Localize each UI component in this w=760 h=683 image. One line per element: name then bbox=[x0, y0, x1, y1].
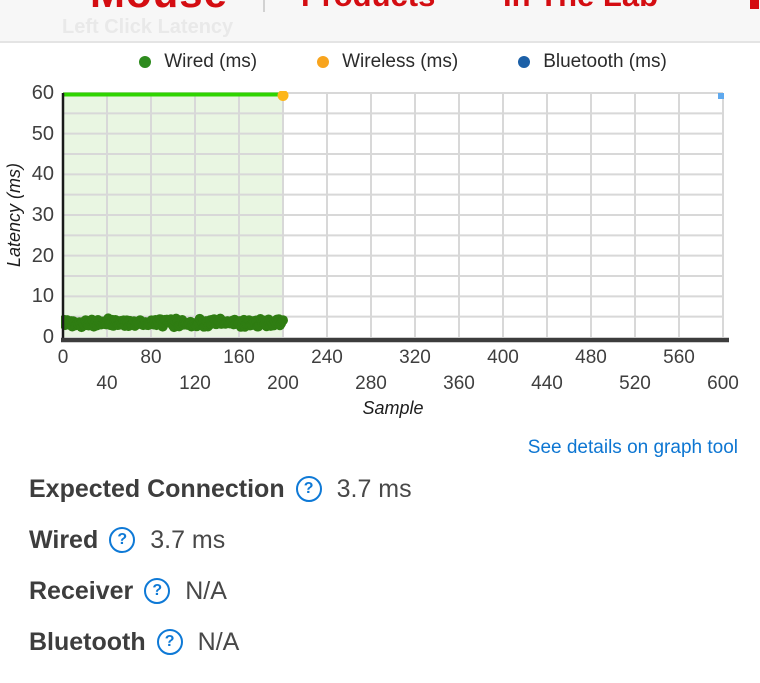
help-icon[interactable]: ? bbox=[109, 527, 136, 553]
y-tick-label: 20 bbox=[31, 244, 54, 267]
y-tick-label: 50 bbox=[31, 122, 54, 145]
y-tick-label: 10 bbox=[31, 285, 54, 308]
x-tick-label: 0 bbox=[57, 347, 69, 368]
stat-value: N/A bbox=[185, 576, 227, 605]
x-tick-label: 480 bbox=[575, 347, 607, 368]
legend-label: Wireless (ms) bbox=[342, 51, 459, 72]
stat-label: Bluetooth bbox=[29, 627, 146, 656]
stats-list: Expected Connection ? 3.7 ms Wired ? 3.7… bbox=[29, 472, 412, 659]
x-tick-label: 360 bbox=[443, 373, 475, 394]
stat-value: N/A bbox=[197, 627, 240, 656]
x-tick-label: 200 bbox=[267, 373, 299, 394]
stat-value: 3.7 ms bbox=[336, 474, 412, 503]
x-tick-label: 280 bbox=[355, 373, 387, 394]
x-tick-label: 400 bbox=[487, 347, 519, 368]
help-icon[interactable]: ? bbox=[295, 476, 322, 502]
legend-item-wired[interactable]: Wired (ms) bbox=[139, 51, 257, 73]
legend-label: Bluetooth (ms) bbox=[543, 51, 667, 72]
y-tick-label: 40 bbox=[31, 163, 54, 186]
legend-item-bluetooth[interactable]: Bluetooth (ms) bbox=[518, 51, 667, 73]
nav-divider bbox=[263, 0, 265, 12]
legend-label: Wired (ms) bbox=[164, 51, 258, 72]
stat-label: Wired bbox=[29, 525, 99, 554]
stat-row-bluetooth: Bluetooth ? N/A bbox=[29, 625, 412, 659]
stat-value: 3.7 ms bbox=[150, 525, 226, 554]
stat-label: Receiver bbox=[29, 576, 134, 605]
plot-canvas[interactable] bbox=[61, 91, 729, 345]
y-tick-label: 60 bbox=[31, 82, 54, 104]
stat-row-receiver: Receiver ? N/A bbox=[29, 574, 412, 608]
y-tick-label: 0 bbox=[42, 326, 54, 348]
x-tick-label: 240 bbox=[311, 347, 343, 368]
wired-dot-icon bbox=[139, 56, 152, 68]
bluetooth-dot-icon bbox=[518, 56, 531, 68]
nav-item-partial[interactable] bbox=[750, 0, 759, 9]
section-watermark-title: Left Click Latency bbox=[62, 16, 234, 38]
x-axis-title: Sample bbox=[362, 398, 424, 418]
x-tick-label: 600 bbox=[707, 373, 739, 394]
legend-item-wireless[interactable]: Wireless (ms) bbox=[317, 51, 458, 73]
x-tick-label: 80 bbox=[140, 347, 162, 368]
x-tick-label: 320 bbox=[399, 347, 431, 368]
x-tick-label: 160 bbox=[223, 347, 255, 368]
stat-row-expected-connection: Expected Connection ? 3.7 ms bbox=[29, 472, 412, 506]
wireless-dot-icon bbox=[317, 56, 330, 68]
x-tick-label: 440 bbox=[531, 373, 563, 394]
y-tick-label: 30 bbox=[31, 204, 54, 226]
x-tick-label: 560 bbox=[663, 347, 695, 368]
graph-tool-link[interactable]: See details on graph tool bbox=[527, 437, 738, 458]
nav-item-products[interactable]: Products bbox=[301, 0, 435, 11]
stat-row-wired: Wired ? 3.7 ms bbox=[29, 523, 412, 557]
nav-item-in-the-lab[interactable]: In The Lab bbox=[503, 0, 658, 11]
x-tick-label: 120 bbox=[179, 373, 211, 394]
chart-legend: Wired (ms) Wireless (ms) Bluetooth (ms) bbox=[0, 51, 760, 73]
x-tick-label: 520 bbox=[619, 373, 651, 394]
help-icon[interactable]: ? bbox=[144, 578, 171, 604]
nav-item-mouse[interactable]: Mouse bbox=[90, 0, 228, 14]
help-icon[interactable]: ? bbox=[156, 629, 183, 655]
site-header: Mouse Products In The Lab Left Click Lat… bbox=[0, 0, 760, 43]
x-tick-label: 40 bbox=[96, 373, 118, 394]
stat-label: Expected Connection bbox=[29, 474, 285, 503]
